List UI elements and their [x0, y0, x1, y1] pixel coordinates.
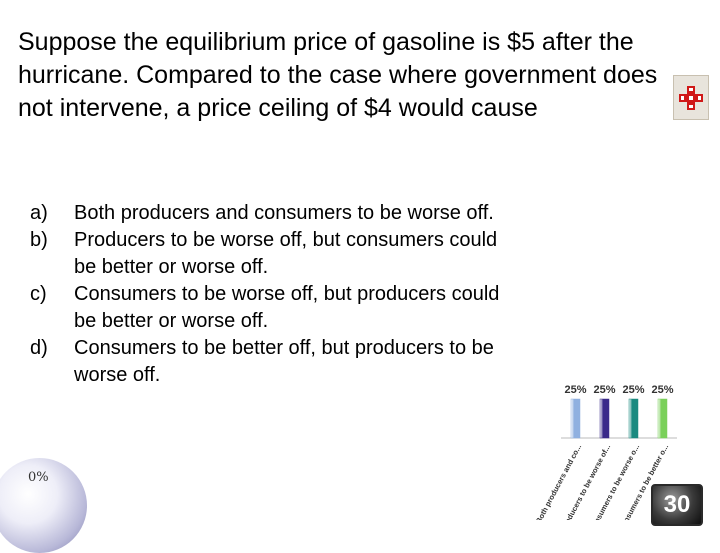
answer-letter: a): [30, 202, 48, 224]
answer-option-b[interactable]: b) Producers to be worse off, but consum…: [30, 227, 510, 281]
answer-option-d[interactable]: d) Consumers to be better off, but produ…: [30, 335, 510, 389]
answer-text: Consumers to be worse off, but producers…: [74, 283, 500, 332]
chart-bar: [657, 398, 668, 439]
answer-list: a) Both producers and consumers to be wo…: [30, 200, 510, 389]
answer-text: Producers to be worse off, but consumers…: [74, 229, 498, 278]
answer-text: Both producers and consumers to be worse…: [74, 202, 494, 224]
chart-bar: [628, 398, 639, 439]
chart-bar: [599, 398, 610, 439]
chart-value-label: 25%: [622, 384, 644, 396]
answer-option-c[interactable]: c) Consumers to be worse off, but produc…: [30, 281, 510, 335]
chart-value-label: 25%: [651, 384, 673, 396]
response-bar-chart: 25%Both producers and co...25%Producers …: [534, 384, 677, 520]
answer-option-a[interactable]: a) Both producers and consumers to be wo…: [30, 200, 510, 227]
answer-text: Consumers to be better off, but producer…: [74, 337, 494, 386]
answer-letter: b): [30, 229, 48, 251]
chart-value-label: 25%: [564, 384, 586, 396]
answer-letter: d): [30, 337, 48, 359]
countdown-timer: 30: [651, 484, 703, 526]
participation-percent: 0%: [28, 470, 49, 485]
participation-indicator: [0, 458, 87, 553]
answer-letter: c): [30, 283, 47, 305]
red-cross-grid-icon: [673, 75, 709, 120]
chart-value-label: 25%: [593, 384, 615, 396]
chart-bar: [570, 398, 581, 439]
question-text: Suppose the equilibrium price of gasolin…: [18, 28, 658, 122]
